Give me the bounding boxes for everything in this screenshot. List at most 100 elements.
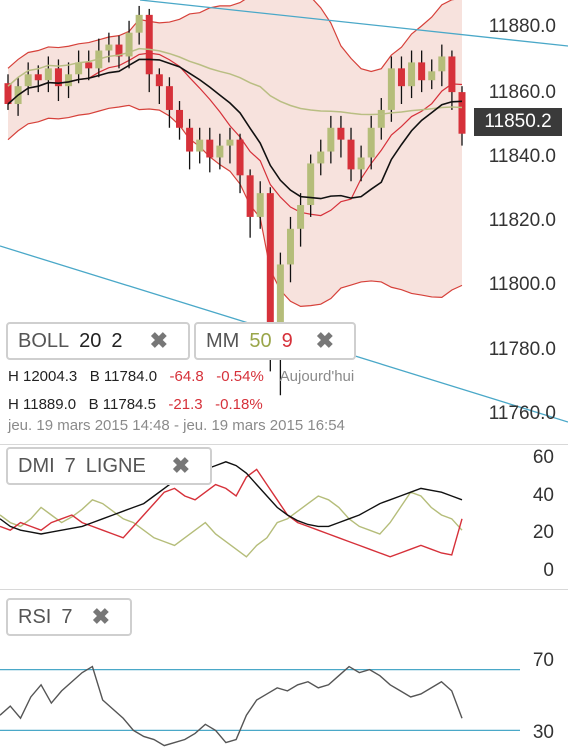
close-icon[interactable]: ✖ [171,453,190,478]
dmi-tick: 40 [532,485,554,506]
price-tick: 11820.0 [488,210,556,231]
candle-body [186,127,194,152]
ma-black-line [7,58,463,200]
stats-row-1: H 12004.3 B 11784.0 -64.8 -0.54% Aujourd… [8,368,354,385]
change-percent: -0.54% [216,368,264,385]
price-tick: 11840.0 [488,146,556,167]
low-value: B 11784.0 [89,368,158,385]
candle-body [206,139,214,158]
bollinger-lower [7,104,463,307]
dmi-tick: 60 [532,447,554,468]
change-value: -64.8 [169,368,204,385]
dmi-tick: 20 [532,522,554,543]
rsi-period: 7 [61,605,73,628]
high-value: H 11889.0 [8,396,77,413]
candle-body [216,145,224,158]
price-tick: 11880.0 [488,16,556,37]
price-tick: 11800.0 [488,274,556,295]
candle-body [176,109,184,128]
candle-body [438,56,446,72]
candle-body [387,68,395,110]
candle-body [44,68,52,81]
bollinger-bands [7,0,463,307]
rsi-indicator-pill[interactable]: RSI 7 ✖ [6,598,132,636]
period-label: Aujourd'hui [279,368,355,385]
high-value: H 12004.3 [8,368,78,385]
dmi-period: 7 [64,454,76,477]
candle-body [196,139,204,152]
price-tick: 11860.0 [488,82,556,103]
candle-body [115,44,123,57]
candle-body [357,157,365,170]
candle-body [54,68,62,87]
price-tick: 11760.0 [488,403,556,424]
divider [0,589,568,590]
bollinger-fill [8,0,462,307]
price-tick: 11780.0 [488,339,556,360]
candle-body [448,56,456,93]
candle-body [165,86,173,110]
candle-body [286,228,294,265]
candle-body [125,32,133,57]
dmi-label: DMI [18,454,55,477]
candle-body [256,193,264,217]
candle-body [297,205,305,229]
candle-body [65,74,73,87]
dmi-plus-line [0,491,463,558]
rsi-label: RSI [18,605,52,628]
change-value: -21.3 [168,396,203,413]
candle-body [236,139,244,176]
bollinger-upper [7,0,455,73]
candle-body [85,62,93,69]
mm-period-1: 50 [249,329,272,352]
boll-label: BOLL [18,329,70,352]
candle-body [266,193,274,342]
adx-line [0,461,463,535]
candle-body [408,62,416,87]
dmi-mode: LIGNE [85,454,146,477]
candle-body [75,62,83,75]
rsi-line [0,665,520,747]
candle-body [155,74,163,87]
candle-body [246,175,254,217]
ma-50-line [7,47,463,116]
candle-body [317,151,325,164]
close-icon[interactable]: ✖ [149,328,168,353]
candle-body [145,14,153,75]
stats-row-2: H 11889.0 B 11784.5 -21.3 -0.18% [8,396,263,413]
mm-indicator-pill[interactable]: MM 50 9 ✖ [194,322,356,360]
candle-body [105,44,113,51]
candle-body [276,264,284,342]
mm-period-2: 9 [281,329,293,352]
trendline-upper [139,0,568,47]
mm-label: MM [206,329,240,352]
candle-body [135,14,143,33]
close-icon[interactable]: ✖ [315,328,334,353]
candle-body [327,127,335,152]
rsi-tick: 70 [532,650,554,671]
candle-body [4,83,12,104]
candle-body [397,68,405,87]
close-icon[interactable]: ✖ [91,604,110,629]
candle-body [226,139,234,146]
boll-period: 20 [79,329,102,352]
date-range: jeu. 19 mars 2015 14:48 - jeu. 19 mars 2… [8,417,345,434]
change-percent: -0.18% [215,396,263,413]
moving-averages [7,47,463,200]
candle-body [337,127,345,140]
rsi-tick: 30 [532,722,554,743]
divider [0,444,568,445]
dmi-lines [0,461,463,558]
candle-body [458,92,466,134]
candle-body [367,127,375,158]
low-value: B 11784.5 [88,396,156,413]
dmi-minus-line [0,468,463,558]
candle-body [428,71,436,81]
boll-indicator-pill[interactable]: BOLL 20 2 ✖ [6,322,190,360]
candle-body [24,74,32,87]
candle-body [347,139,355,170]
boll-dev: 2 [111,329,123,352]
dmi-indicator-pill[interactable]: DMI 7 LIGNE ✖ [6,447,212,485]
current-price-label: 11850.2 [474,108,562,136]
